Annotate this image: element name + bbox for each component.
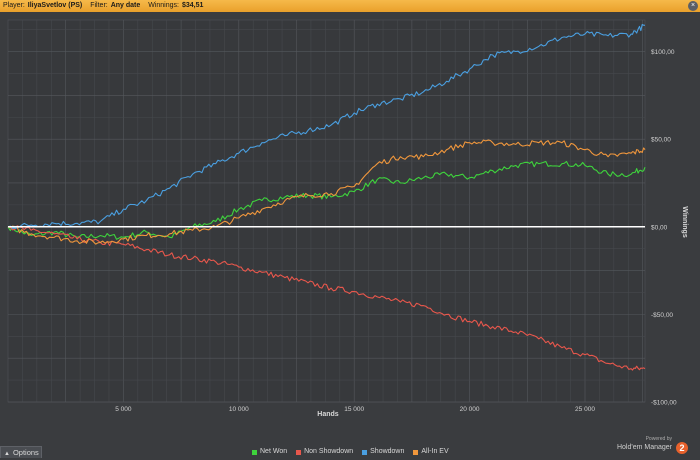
legend-item[interactable]: Non Showdown	[296, 447, 353, 457]
winnings-value: $34,51	[181, 2, 204, 9]
player-value: IliyaSvetlov (PS)	[27, 2, 83, 9]
x-tick-label: 20 000	[460, 406, 480, 413]
options-button[interactable]: ▲ Options	[0, 446, 42, 458]
legend-item[interactable]: All-In EV	[413, 447, 449, 457]
legend-swatch	[252, 449, 257, 455]
x-axis-label: Hands	[317, 411, 339, 418]
y-tick-label: -$50,00	[651, 312, 673, 319]
triangle-up-icon: ▲	[4, 451, 10, 457]
filter-label: Filter:	[90, 2, 108, 9]
bottom-bar: ▲ Options Net Won Non Showdown Showdown All-…	[0, 444, 700, 458]
y-tick-label: $100,00	[651, 49, 675, 56]
x-tick-label: 5 000	[115, 406, 132, 413]
series-line-net-won	[7, 160, 646, 240]
x-tick-label: 25 000	[575, 406, 595, 413]
legend-label: Non Showdown	[304, 448, 354, 455]
legend-item[interactable]: Net Won	[252, 447, 287, 457]
legend-swatch	[296, 449, 302, 455]
header-bar: Player: IliyaSvetlov (PS) Filter: Any date…	[0, 0, 700, 12]
y-tick-label: $50,00	[651, 137, 671, 144]
y-tick-label: $0,00	[651, 224, 668, 231]
x-tick-labels: 5 000 10 000 15 000 20 000 25 000	[115, 406, 595, 413]
series-line-showdown	[7, 23, 646, 229]
series-line-all-in-ev	[7, 139, 646, 245]
y-axis-label: Winnings	[681, 206, 688, 238]
legend-label: Showdown	[370, 448, 405, 455]
close-icon[interactable]: ×	[688, 1, 698, 11]
winnings-chart: 5 000 10 000 15 000 20 000 25 000 -$100,00-$…	[7, 19, 688, 418]
filter-value: Any date	[110, 2, 141, 9]
legend-label: Net Won	[260, 448, 288, 455]
product-name: Hold'em Manager	[616, 444, 672, 451]
branding: Powered by Hold'em Manager 2	[616, 436, 696, 458]
powered-by-text: Powered by	[645, 436, 672, 442]
options-label: Options	[12, 448, 39, 457]
plot-area	[7, 19, 646, 403]
winnings-label: Winnings:	[148, 2, 179, 9]
x-tick-label: 10 000	[229, 406, 249, 413]
chart-legend: Net Won Non Showdown Showdown All-In EV	[252, 447, 449, 457]
legend-swatch	[413, 449, 419, 455]
x-tick-label: 15 000	[344, 406, 364, 413]
legend-label: All-In EV	[421, 448, 449, 455]
chart-series	[7, 23, 646, 371]
y-tick-labels: -$100,00 -$50,00 $0,00 $50,00 $100,00	[651, 49, 677, 406]
legend-swatch	[362, 449, 368, 455]
chart-grid	[7, 19, 646, 403]
y-tick-label: -$100,00	[651, 400, 677, 407]
hm2-logo-icon: 2	[676, 442, 688, 454]
legend-item[interactable]: Showdown	[362, 447, 404, 457]
player-label: Player:	[3, 2, 25, 9]
